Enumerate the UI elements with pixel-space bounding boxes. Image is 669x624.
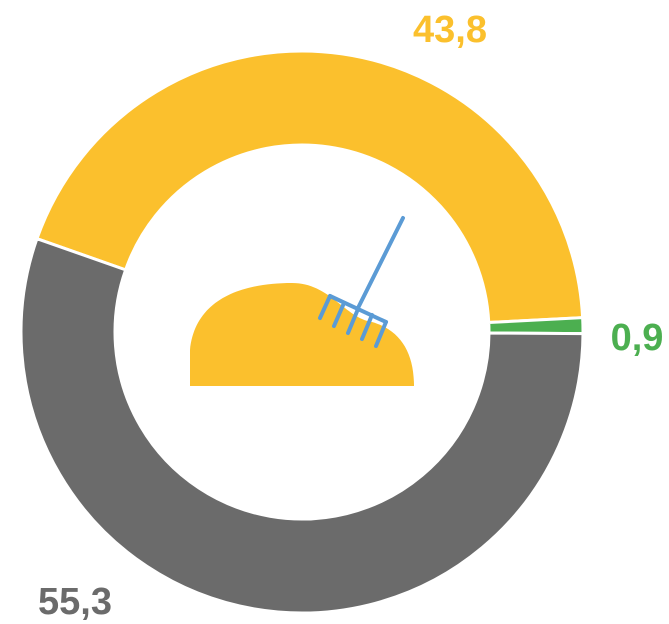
hay-icon — [190, 216, 414, 386]
data-label: 55,3 — [38, 581, 112, 623]
data-label: 43,8 — [413, 9, 487, 51]
donut-segment — [35, 49, 585, 325]
donut-segment — [19, 236, 585, 615]
donut — [19, 49, 585, 615]
pitchfork — [318, 216, 405, 348]
hay-pile — [190, 283, 414, 386]
data-label: 0,9 — [611, 317, 664, 359]
